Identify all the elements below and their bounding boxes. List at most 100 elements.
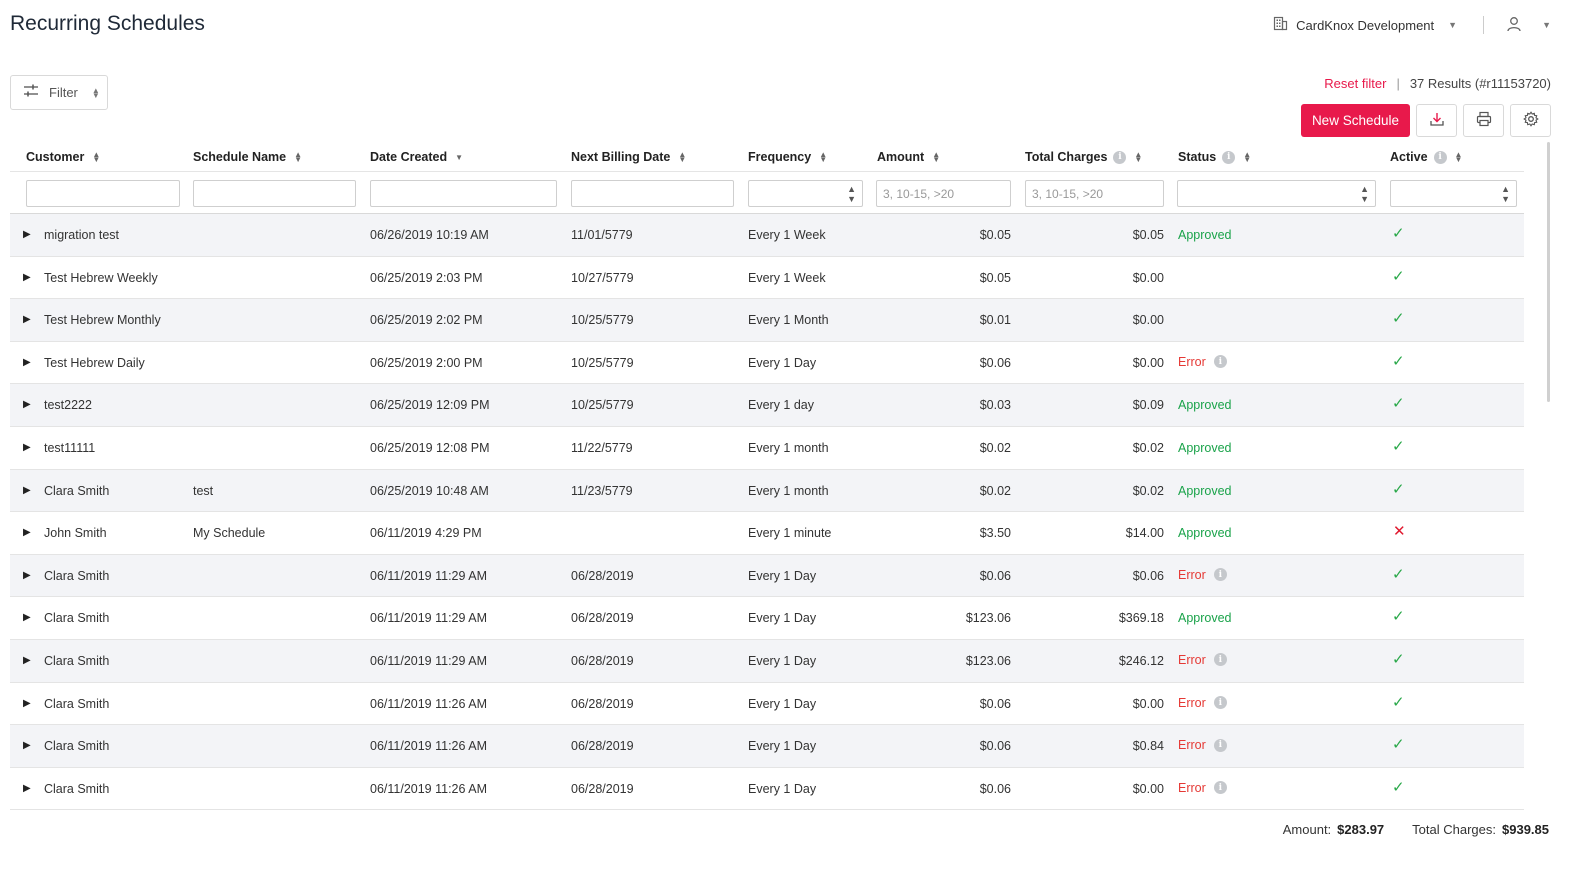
table-row[interactable]: ▶ John Smith My Schedule 06/11/2019 4:29… <box>10 512 1524 555</box>
expand-row-icon[interactable]: ▶ <box>23 569 31 581</box>
scrollbar[interactable] <box>1547 142 1550 402</box>
status-approved: Approved <box>1178 483 1232 498</box>
customer-cell: John Smith <box>44 526 107 541</box>
date-created-filter-input[interactable] <box>370 180 557 207</box>
info-icon[interactable]: i <box>1213 653 1227 667</box>
settings-button[interactable] <box>1510 104 1551 137</box>
date-created-cell: 06/11/2019 11:29 AM <box>370 653 487 668</box>
schedule-name-filter-input[interactable] <box>193 180 356 207</box>
total-charges-cell: $369.18 <box>1118 611 1164 626</box>
download-button[interactable] <box>1416 104 1457 137</box>
column-header-amount[interactable]: Amount ▲ ▼ <box>877 150 941 164</box>
expand-row-icon[interactable]: ▶ <box>23 697 31 709</box>
amount-cell: $0.06 <box>979 781 1011 796</box>
total-charges-cell: $0.02 <box>1132 440 1164 455</box>
building-icon <box>1273 16 1288 34</box>
info-icon[interactable]: i <box>1113 150 1127 164</box>
table-row[interactable]: ▶ test11111 06/25/2019 12:08 PM 11/22/57… <box>10 426 1524 470</box>
frequency-filter-select[interactable]: ▲ ▼ <box>748 180 863 207</box>
date-created-cell: 06/25/2019 12:08 PM <box>370 440 490 455</box>
info-icon[interactable]: i <box>1222 150 1236 164</box>
expand-row-icon[interactable]: ▶ <box>23 527 31 539</box>
table-row[interactable]: ▶ Clara Smith 06/11/2019 11:26 AM 06/28/… <box>10 725 1524 768</box>
customer-cell: Test Hebrew Monthly <box>44 313 161 328</box>
frequency-cell: Every 1 Month <box>748 313 829 328</box>
expand-row-icon[interactable]: ▶ <box>23 484 31 496</box>
amount-filter-input[interactable]: 3, 10-15, >20 <box>876 180 1011 207</box>
expand-row-icon[interactable]: ▶ <box>23 782 31 794</box>
expand-row-icon[interactable]: ▶ <box>23 740 31 752</box>
column-header-frequency[interactable]: Frequency ▲ ▼ <box>748 150 828 164</box>
expand-row-icon[interactable]: ▶ <box>23 441 31 453</box>
amount-cell: $0.02 <box>979 440 1011 455</box>
table-row[interactable]: ▶ Test Hebrew Weekly 06/25/2019 2:03 PM … <box>10 256 1524 300</box>
column-header-status[interactable]: Status i ▲ ▼ <box>1178 150 1252 164</box>
status-error: Error i <box>1178 781 1227 795</box>
total-charges-cell: $14.00 <box>1125 526 1164 541</box>
table-row[interactable]: ▶ Clara Smith test 06/25/2019 10:48 AM 1… <box>10 469 1524 513</box>
reset-filter-link[interactable]: Reset filter <box>1324 76 1387 91</box>
customer-cell: Test Hebrew Weekly <box>44 270 158 285</box>
table-row[interactable]: ▶ Clara Smith 06/11/2019 11:26 AM 06/28/… <box>10 767 1524 811</box>
column-header-date-created[interactable]: Date Created ▼ <box>370 150 464 164</box>
sort-icon: ▲ ▼ <box>92 150 101 164</box>
column-header-total-charges[interactable]: Total Charges i ▲ ▼ <box>1025 150 1143 164</box>
status-filter-select[interactable]: ▲ ▼ <box>1177 180 1376 207</box>
info-icon[interactable]: i <box>1213 696 1227 710</box>
expand-row-icon[interactable]: ▶ <box>23 229 31 240</box>
expand-row-icon[interactable]: ▶ <box>23 654 31 666</box>
table-row[interactable]: ▶ Clara Smith 06/11/2019 11:29 AM 06/28/… <box>10 639 1524 683</box>
table-row[interactable]: ▶ test2222 06/25/2019 12:09 PM 10/25/577… <box>10 384 1524 427</box>
frequency-cell: Every 1 Day <box>748 355 817 370</box>
column-header-schedule-name[interactable]: Schedule Name ▲ ▼ <box>193 150 303 164</box>
info-icon[interactable]: i <box>1213 355 1227 369</box>
info-icon[interactable]: i <box>1213 781 1227 795</box>
total-charges-filter-input[interactable]: 3, 10-15, >20 <box>1025 180 1164 207</box>
status-error: Error i <box>1178 355 1227 369</box>
download-icon <box>1429 111 1445 130</box>
expand-row-icon[interactable]: ▶ <box>23 271 31 283</box>
next-billing-cell: 10/25/5779 <box>571 355 634 370</box>
filter-button[interactable]: Filter ▲ ▼ <box>10 75 108 110</box>
column-header-customer[interactable]: Customer ▲ ▼ <box>26 150 101 164</box>
amount-cell: $0.05 <box>979 228 1011 242</box>
expand-row-icon[interactable]: ▶ <box>23 612 31 624</box>
date-created-cell: 06/11/2019 11:26 AM <box>370 781 487 796</box>
next-billing-cell: 06/28/2019 <box>571 653 634 668</box>
new-schedule-button[interactable]: New Schedule <box>1300 104 1410 137</box>
info-icon[interactable]: i <box>1433 150 1447 164</box>
info-icon[interactable]: i <box>1213 738 1227 752</box>
column-header-next-billing-date[interactable]: Next Billing Date ▲ ▼ <box>571 150 687 164</box>
check-icon: ✓ <box>1392 437 1405 455</box>
table-row[interactable]: ▶ Test Hebrew Daily 06/25/2019 2:00 PM 1… <box>10 341 1524 385</box>
table-row[interactable]: ▶ Clara Smith 06/11/2019 11:29 AM 06/28/… <box>10 554 1524 598</box>
sort-icon: ▲ ▼ <box>932 150 941 164</box>
table-row[interactable]: ▶ Test Hebrew Monthly 06/25/2019 2:02 PM… <box>10 299 1524 342</box>
customer-filter-input[interactable] <box>26 180 180 207</box>
frequency-cell: Every 1 minute <box>748 526 832 541</box>
date-created-cell: 06/11/2019 11:26 AM <box>370 696 487 711</box>
next-billing-cell: 10/25/5779 <box>571 313 634 328</box>
expand-row-icon[interactable]: ▶ <box>23 399 31 411</box>
check-icon: ✓ <box>1392 352 1405 370</box>
column-header-active[interactable]: Active i ▲ ▼ <box>1390 150 1463 164</box>
sort-descending-icon: ▼ <box>455 152 464 162</box>
customer-cell: Clara Smith <box>44 653 110 668</box>
print-button[interactable] <box>1463 104 1504 137</box>
check-icon: ✓ <box>1392 267 1405 285</box>
organization-switcher[interactable]: CardKnox Development ▼ <box>1273 16 1457 34</box>
info-icon[interactable]: i <box>1213 568 1227 582</box>
table-body: ▶ migration test 06/26/2019 10:19 AM 11/… <box>10 214 1524 811</box>
user-menu[interactable]: ▼ <box>1506 16 1551 35</box>
table-row[interactable]: ▶ Clara Smith 06/11/2019 11:29 AM 06/28/… <box>10 597 1524 640</box>
status-approved: Approved <box>1178 440 1232 455</box>
table-row[interactable]: ▶ Clara Smith 06/11/2019 11:26 AM 06/28/… <box>10 682 1524 726</box>
frequency-cell: Every 1 month <box>748 483 829 498</box>
expand-row-icon[interactable]: ▶ <box>23 356 31 368</box>
chevron-down-icon: ▼ <box>1448 20 1458 30</box>
expand-row-icon[interactable]: ▶ <box>23 314 31 326</box>
amount-cell: $3.50 <box>979 526 1011 541</box>
active-filter-select[interactable]: ▲ ▼ <box>1390 180 1517 207</box>
next-billing-filter-input[interactable] <box>571 180 734 207</box>
table-row[interactable]: ▶ migration test 06/26/2019 10:19 AM 11/… <box>10 214 1524 257</box>
